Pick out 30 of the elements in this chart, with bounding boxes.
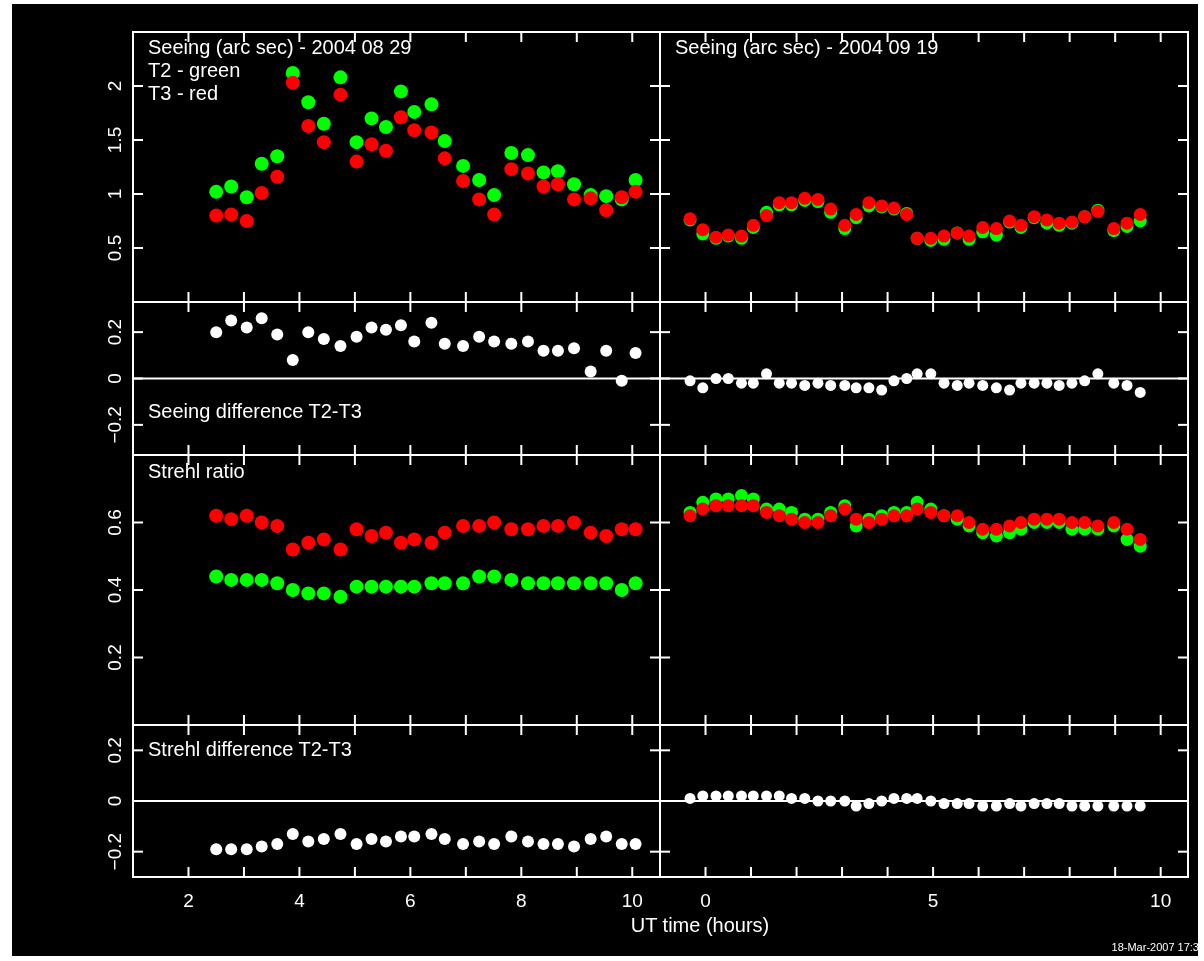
x-tick-label: 5	[927, 890, 939, 911]
x-tick-label: 2	[183, 890, 194, 911]
y-tick-label: 0.4	[104, 576, 125, 604]
annotation: T3 - red	[148, 82, 219, 104]
chart-title: Seeing (arc sec) - 2004 08 29	[148, 36, 412, 58]
y-tick-label: −0.2	[104, 406, 125, 444]
chart-title: Seeing (arc sec) - 2004 09 19	[675, 36, 939, 58]
y-tick-label: 2	[104, 80, 125, 92]
x-tick-label: 8	[516, 890, 527, 911]
annotation: T2 - green	[148, 59, 241, 81]
y-tick-label: 0.5	[104, 234, 125, 262]
x-tick-label: 6	[405, 890, 416, 911]
x-tick-label: 4	[294, 890, 306, 911]
y-tick-label: 1	[104, 188, 125, 200]
y-tick-label: −0.2	[104, 832, 125, 871]
text: Seeing difference T2-T3	[148, 400, 362, 422]
x-tick-label: 10	[621, 890, 643, 911]
x-axis-title: UT time (hours)	[630, 914, 770, 936]
y-tick-label: 0	[104, 795, 125, 807]
chart-title: Strehl ratio	[148, 460, 245, 482]
text: 18-Mar-2007 17:3	[1111, 941, 1199, 953]
y-tick-label: 0.2	[104, 644, 125, 671]
x-tick-label: 0	[700, 890, 711, 911]
y-tick-label: 0.6	[104, 509, 125, 536]
y-tick-label: 0	[104, 373, 125, 384]
x-tick-label: 10	[1150, 890, 1172, 911]
y-tick-label: 0.2	[104, 318, 125, 346]
y-tick-label: 1.5	[104, 126, 125, 154]
text: Strehl difference T2-T3	[148, 738, 352, 760]
y-tick-label: 0.2	[104, 737, 125, 764]
